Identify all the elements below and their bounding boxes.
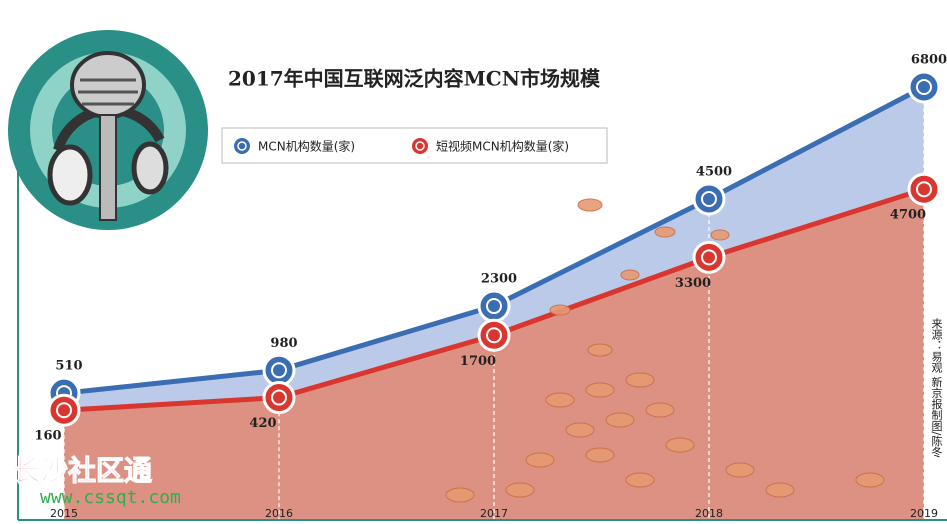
point bbox=[692, 240, 726, 274]
coins bbox=[445, 198, 885, 503]
watermark-url: www.cssqt.com bbox=[40, 487, 181, 508]
data-label: 6800 bbox=[911, 53, 947, 68]
point bbox=[907, 172, 941, 206]
data-label: 420 bbox=[249, 416, 276, 431]
source-note: 来源：易观 新京报制图/陈冬 bbox=[930, 318, 943, 458]
data-label: 2300 bbox=[481, 272, 517, 287]
data-label: 510 bbox=[55, 359, 82, 374]
point bbox=[692, 182, 726, 216]
x-tick-label: 2015 bbox=[50, 507, 78, 520]
watermark-name: 长沙社区通 bbox=[12, 454, 152, 487]
x-tick-label: 2018 bbox=[695, 507, 723, 520]
data-label: 4700 bbox=[890, 208, 926, 223]
x-tick-label: 2016 bbox=[265, 507, 293, 520]
microphone-icon bbox=[8, 30, 208, 230]
point-ring bbox=[701, 249, 717, 266]
point bbox=[907, 70, 941, 104]
point-ring bbox=[56, 402, 72, 419]
point-ring bbox=[486, 327, 502, 344]
point-ring bbox=[916, 181, 932, 198]
point bbox=[262, 381, 296, 415]
legend-marker bbox=[232, 136, 252, 156]
plot-area bbox=[47, 70, 941, 520]
legend-marker-ring bbox=[415, 141, 425, 151]
data-label: 3300 bbox=[675, 276, 711, 291]
point-ring bbox=[271, 362, 287, 379]
legend: MCN机构数量(家) 短视频MCN机构数量(家) bbox=[232, 136, 569, 156]
x-tick-label: 2019 bbox=[910, 507, 938, 520]
legend-marker-ring bbox=[237, 141, 247, 151]
point bbox=[47, 393, 81, 427]
legend-label: 短视频MCN机构数量(家) bbox=[436, 139, 569, 154]
point bbox=[477, 289, 511, 323]
x-tick-label: 2017 bbox=[480, 507, 508, 520]
data-label: 160 bbox=[34, 429, 61, 444]
point-ring bbox=[486, 298, 502, 315]
chart-title: 2017年中国互联网泛内容MCN市场规模 bbox=[228, 67, 601, 91]
legend-label: MCN机构数量(家) bbox=[258, 139, 355, 154]
point-ring bbox=[271, 389, 287, 406]
point bbox=[262, 353, 296, 387]
data-label: 1700 bbox=[460, 354, 496, 369]
data-label: 980 bbox=[270, 336, 297, 351]
data-label: 4500 bbox=[696, 164, 732, 179]
point-ring bbox=[916, 79, 932, 95]
point bbox=[477, 318, 511, 352]
point-ring bbox=[701, 190, 717, 207]
legend-marker bbox=[410, 136, 430, 156]
